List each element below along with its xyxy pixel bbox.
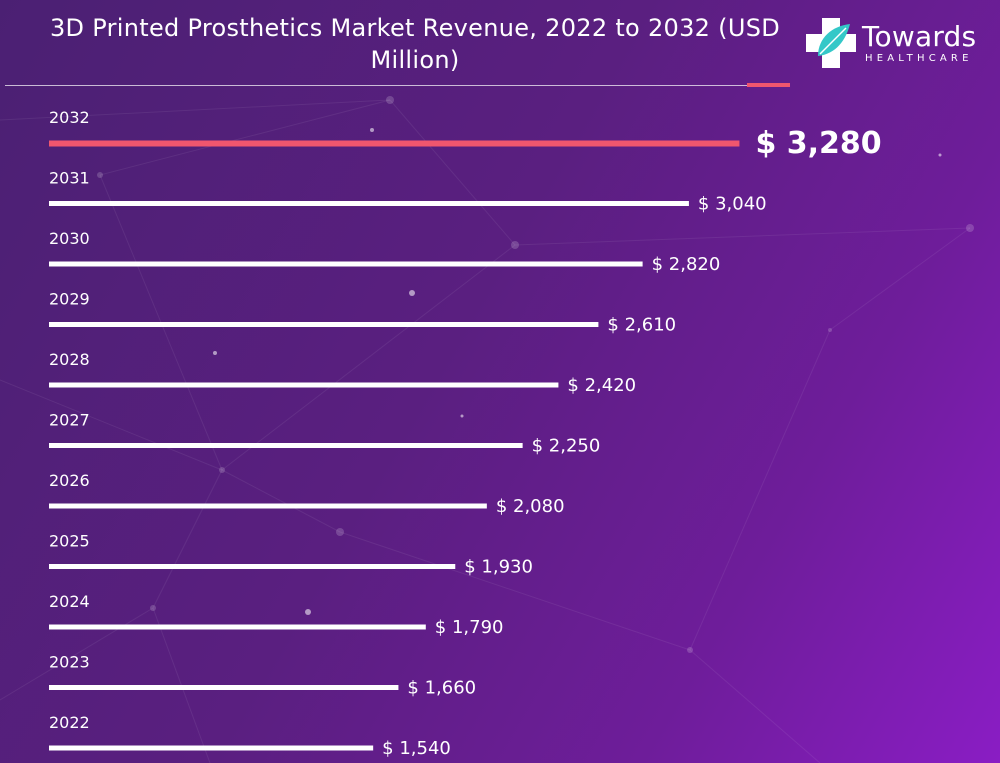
value-label: $ 2,080 <box>496 496 565 517</box>
title-divider-accent <box>747 83 790 87</box>
category-label: 2028 <box>49 350 90 369</box>
category-label: 2026 <box>49 471 90 490</box>
bar <box>49 624 426 630</box>
category-label: 2029 <box>49 290 90 309</box>
category-label: 2023 <box>49 653 90 672</box>
bar <box>49 685 399 690</box>
bar <box>49 322 599 327</box>
category-label: 2024 <box>49 592 90 611</box>
category-label: 2025 <box>49 532 90 551</box>
value-label: $ 1,930 <box>464 557 533 578</box>
value-label: $ 1,660 <box>407 678 476 699</box>
bar <box>49 382 559 388</box>
bar <box>49 261 643 267</box>
bar <box>49 443 523 448</box>
bar <box>49 564 456 569</box>
category-label: 2027 <box>49 411 90 430</box>
value-label: $ 3,040 <box>698 194 767 215</box>
category-label: 2030 <box>49 229 90 248</box>
value-label: $ 3,280 <box>755 126 881 161</box>
bar <box>49 201 689 206</box>
chart-title: 3D Printed Prosthetics Market Revenue, 2… <box>49 14 781 74</box>
medical-cross-leaf-icon <box>806 18 856 68</box>
value-label: $ 2,610 <box>607 315 676 336</box>
bar-chart: 2032 $ 3,280 2031 $ 3,040 2030 $ 2,820 2029 $ 2… <box>49 108 882 759</box>
bar <box>49 745 374 751</box>
logo-subtitle: HEALTHCARE <box>865 53 973 64</box>
category-label: 2031 <box>49 169 90 188</box>
category-label: 2032 <box>49 108 90 127</box>
value-label: $ 1,540 <box>382 738 451 759</box>
value-label: $ 1,790 <box>435 617 504 638</box>
value-label: $ 2,420 <box>567 375 636 396</box>
bar <box>49 140 740 147</box>
title-divider <box>5 85 790 86</box>
value-label: $ 2,820 <box>652 254 721 275</box>
logo-name: Towards <box>862 20 977 53</box>
towards-healthcare-logo: Towards HEALTHCARE <box>804 16 994 72</box>
value-label: $ 2,250 <box>532 436 601 457</box>
bar <box>49 503 487 509</box>
category-label: 2022 <box>49 713 90 732</box>
